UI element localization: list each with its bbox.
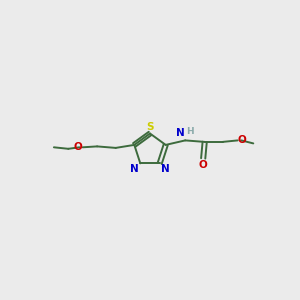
Text: O: O: [238, 135, 247, 145]
Text: N: N: [161, 164, 170, 174]
Text: N: N: [176, 128, 184, 138]
Text: N: N: [130, 164, 139, 174]
Text: O: O: [199, 160, 208, 170]
Text: H: H: [186, 127, 194, 136]
Text: O: O: [74, 142, 82, 152]
Text: S: S: [146, 122, 154, 132]
